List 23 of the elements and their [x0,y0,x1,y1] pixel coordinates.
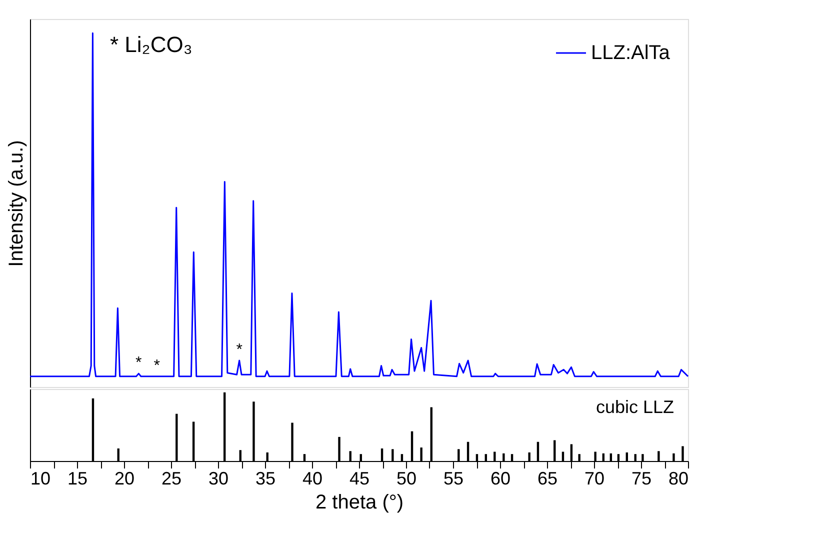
y-axis-title: Intensity (a.u.) [6,140,28,267]
x-tick-label: 75 [631,468,652,488]
annotation: * [154,357,160,374]
annotation: * Li₂CO₃ [110,32,192,57]
x-tick-label: 45 [349,468,370,488]
x-tick-label: 65 [537,468,558,488]
x-tick-label: 60 [490,468,511,488]
x-tick-label: 55 [443,468,464,488]
annotation: * [136,354,142,372]
legend-label: LLZ:AlTa [591,42,671,64]
x-tick-label: 80 [668,468,688,488]
x-tick-label: 50 [396,468,417,488]
x-tick-label: 15 [67,468,88,488]
x-tick-label: 20 [114,468,135,488]
x-tick-label: 10 [30,468,51,488]
x-tick-label: 70 [584,468,605,488]
x-tick-label: 25 [161,468,182,488]
x-axis-title: 2 theta (°) [315,492,404,514]
series-label: cubic LLZ [596,397,674,417]
x-tick-label: 30 [208,468,229,488]
x-tick-label: 35 [255,468,276,488]
annotation: * [236,341,242,358]
x-tick-label: 40 [302,468,323,488]
